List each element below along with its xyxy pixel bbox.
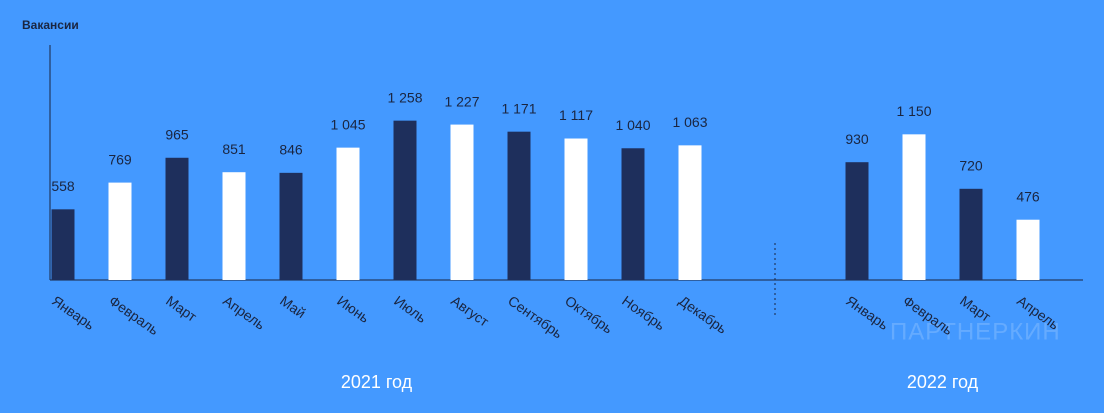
value-label: 1 040 [615, 117, 650, 133]
value-label: 558 [51, 178, 75, 194]
value-label: 1 045 [330, 116, 365, 132]
bar [959, 188, 983, 280]
bar [393, 120, 417, 280]
value-label: 1 171 [501, 100, 536, 116]
value-label: 720 [959, 158, 983, 174]
bar [222, 172, 246, 280]
bar [564, 138, 588, 280]
value-label: 476 [1016, 188, 1040, 204]
value-label: 769 [108, 151, 132, 167]
bar [507, 131, 531, 280]
bar [678, 145, 702, 280]
group-label: 2022 год [907, 372, 979, 392]
bar [902, 134, 926, 280]
value-label: 851 [222, 141, 246, 157]
bar [621, 148, 645, 280]
value-label: 1 258 [387, 89, 422, 105]
bar [108, 182, 132, 280]
value-label: 1 063 [672, 114, 707, 130]
bar [336, 147, 360, 280]
watermark: ПАРТНЕРКИН [890, 318, 1061, 345]
value-label: 1 150 [896, 103, 931, 119]
group-label: 2021 год [341, 372, 413, 392]
bar [51, 209, 75, 280]
bar [845, 162, 869, 280]
value-label: 1 117 [559, 107, 593, 123]
bar [450, 124, 474, 280]
bar [1016, 219, 1040, 280]
value-label: 930 [845, 131, 869, 147]
value-label: 1 227 [444, 93, 479, 109]
bar [165, 157, 189, 280]
bar [279, 172, 303, 280]
value-label: 965 [165, 126, 189, 142]
y-axis-label: Вакансии [22, 18, 79, 32]
value-label: 846 [279, 142, 303, 158]
